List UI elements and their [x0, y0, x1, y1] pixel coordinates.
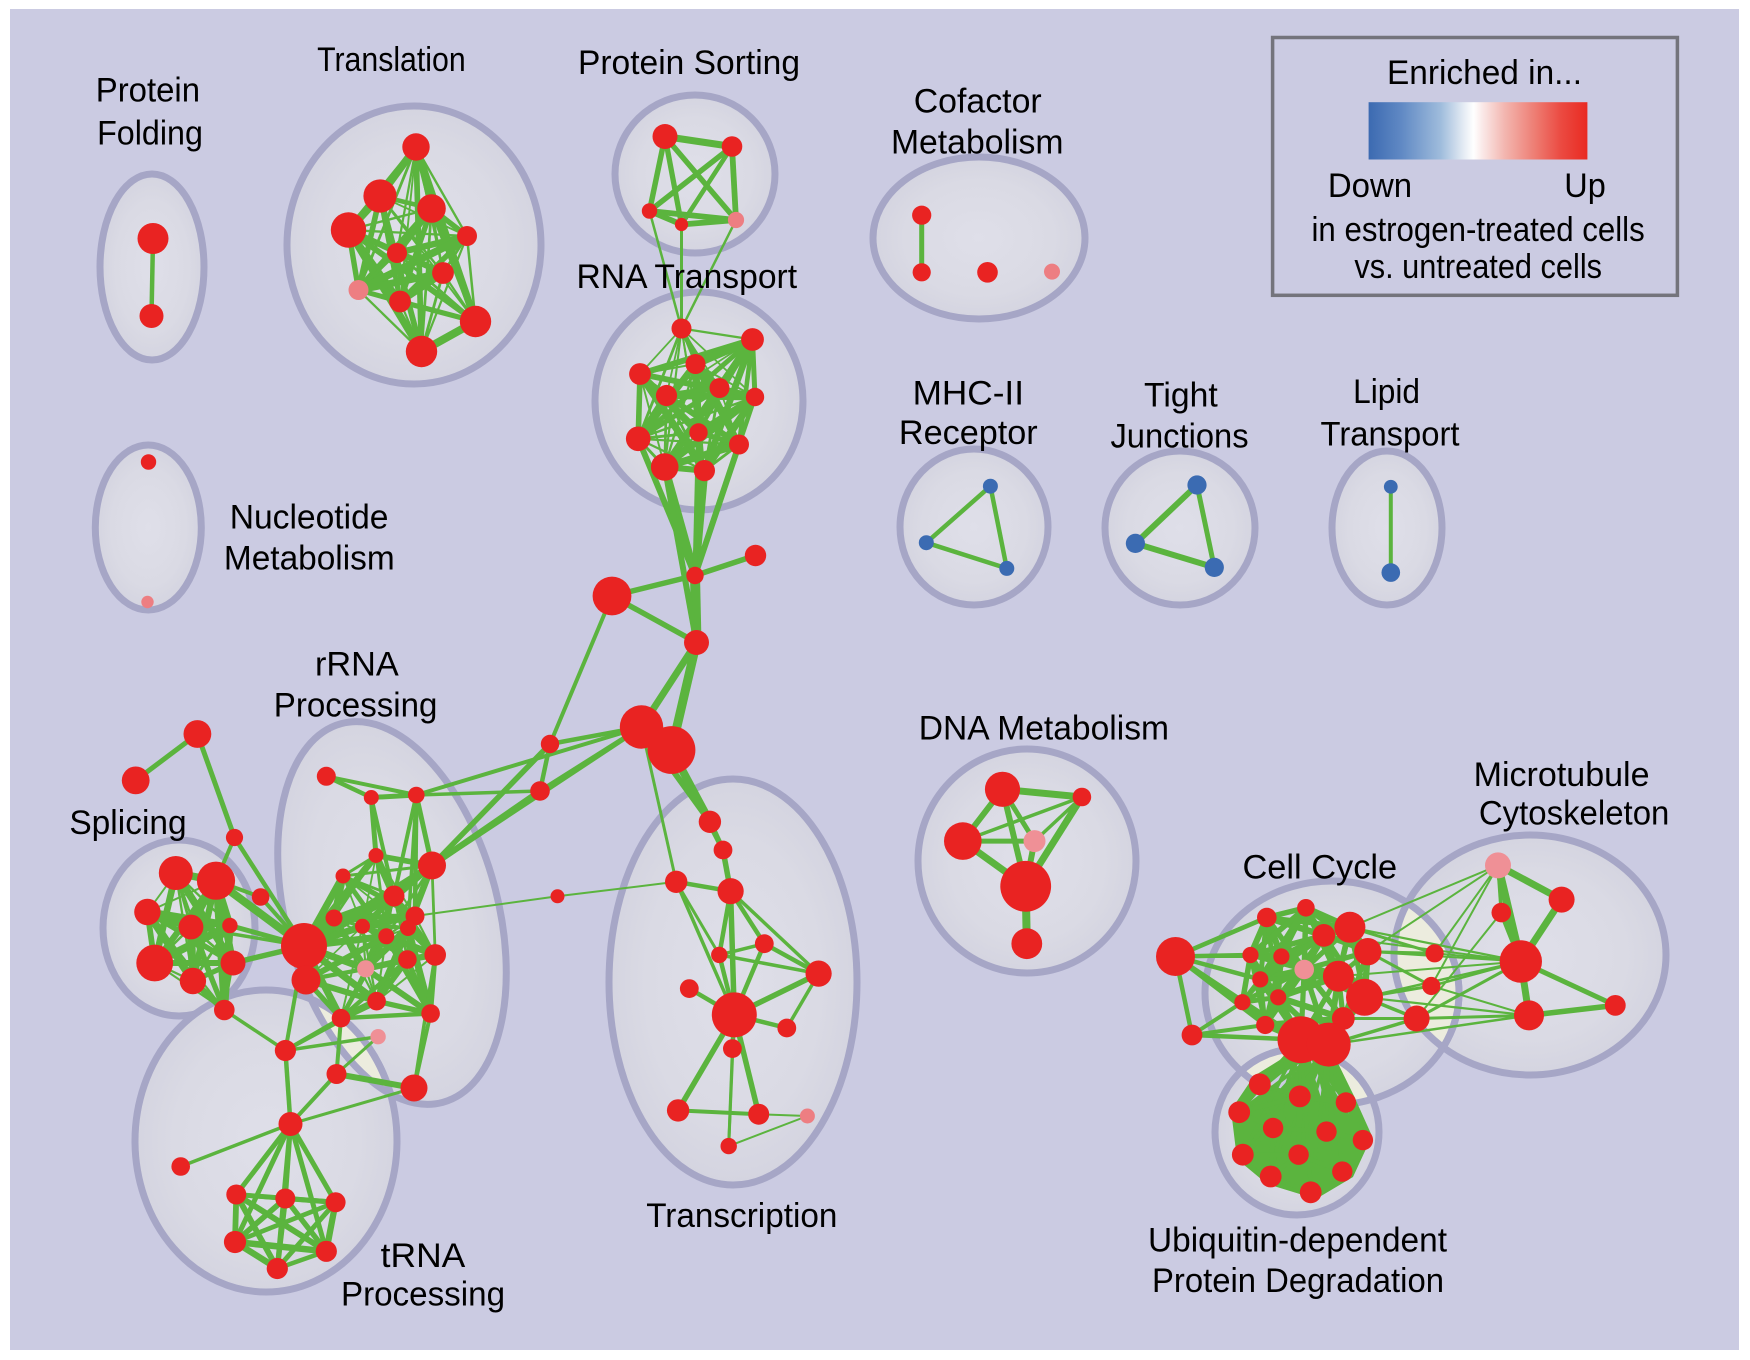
svg-text:Protein: Protein [96, 72, 200, 110]
svg-text:Protein Degradation: Protein Degradation [1152, 1262, 1444, 1300]
svg-text:Transport: Transport [1321, 416, 1460, 454]
svg-text:Cytoskeleton: Cytoskeleton [1479, 795, 1670, 833]
svg-text:MHC-II: MHC-II [913, 375, 1024, 413]
svg-text:vs. untreated cells: vs. untreated cells [1354, 248, 1602, 286]
svg-text:Splicing: Splicing [69, 804, 186, 842]
svg-text:rRNA: rRNA [315, 646, 399, 684]
svg-text:Folding: Folding [97, 115, 203, 153]
svg-text:Enriched in...: Enriched in... [1387, 54, 1582, 92]
svg-text:Tight: Tight [1144, 376, 1218, 414]
svg-text:Nucleotide: Nucleotide [230, 499, 389, 537]
svg-text:Metabolism: Metabolism [224, 539, 395, 577]
svg-text:Transcription: Transcription [646, 1197, 837, 1235]
svg-text:Junctions: Junctions [1110, 417, 1248, 455]
svg-text:Metabolism: Metabolism [891, 123, 1064, 161]
svg-text:DNA Metabolism: DNA Metabolism [919, 710, 1169, 748]
svg-text:Microtubule: Microtubule [1474, 756, 1650, 794]
svg-text:in estrogen-treated cells: in estrogen-treated cells [1312, 211, 1645, 249]
svg-text:Lipid: Lipid [1353, 373, 1420, 411]
svg-text:Processing: Processing [274, 686, 438, 724]
svg-text:Cell Cycle: Cell Cycle [1242, 848, 1397, 886]
svg-text:Down: Down [1328, 167, 1412, 205]
svg-text:tRNA: tRNA [381, 1237, 466, 1275]
svg-text:Ubiquitin-dependent: Ubiquitin-dependent [1148, 1222, 1447, 1260]
svg-text:Up: Up [1564, 167, 1606, 205]
svg-text:Receptor: Receptor [899, 414, 1038, 452]
svg-text:Translation: Translation [317, 41, 466, 79]
svg-text:Cofactor: Cofactor [914, 82, 1042, 120]
svg-text:Processing: Processing [341, 1276, 505, 1314]
svg-text:RNA Transport: RNA Transport [577, 258, 798, 296]
svg-text:Protein Sorting: Protein Sorting [578, 44, 800, 82]
